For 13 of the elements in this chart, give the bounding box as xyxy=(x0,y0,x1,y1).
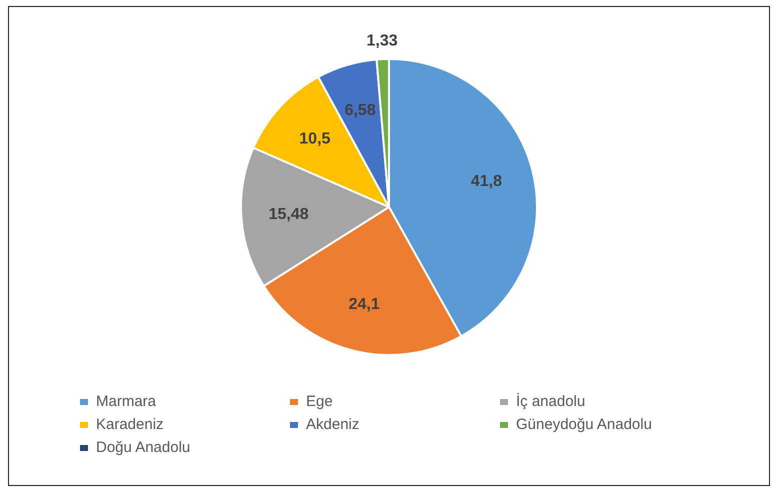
data-label: 6,58 xyxy=(344,102,376,119)
legend-label: Karadeniz xyxy=(95,416,165,433)
data-label: 10,5 xyxy=(299,130,330,148)
legend-label: Akdeniz xyxy=(305,416,360,433)
data-label: 41,8 xyxy=(470,173,502,190)
legend-label: Güneydoğu Anadolu xyxy=(515,416,653,433)
data-label: 1,33 xyxy=(366,32,398,50)
legend-label: Doğu Anadolu xyxy=(95,439,192,456)
data-label: 15,48 xyxy=(268,206,309,224)
legend-label: Marmara xyxy=(95,393,158,410)
legend-label: Ege xyxy=(305,393,334,410)
data-label: 24,1 xyxy=(348,296,380,313)
legend-label: İç anadolu xyxy=(515,393,586,410)
